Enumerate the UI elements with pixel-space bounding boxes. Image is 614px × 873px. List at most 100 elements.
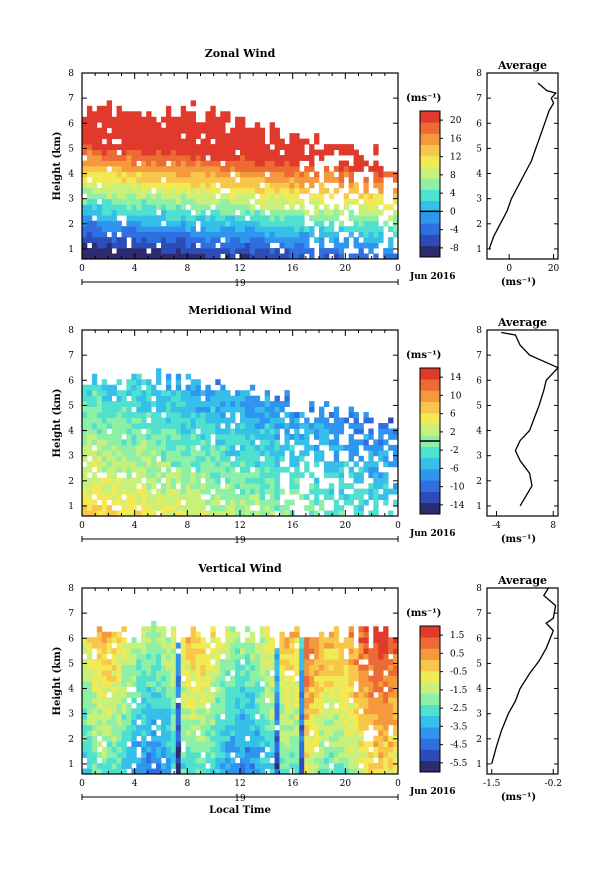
- heatmap-cell: [190, 724, 196, 731]
- heatmap-cell: [91, 155, 98, 161]
- heatmap-cell: [240, 455, 246, 462]
- heatmap-cell: [269, 401, 275, 407]
- heatmap-cell: [82, 187, 88, 194]
- heatmap-cell: [91, 719, 98, 726]
- y-axis-label: Height (km): [52, 132, 63, 201]
- heatmap-cell: [190, 401, 196, 407]
- heatmap-cell: [195, 384, 201, 391]
- heatmap-cell: [101, 642, 108, 649]
- x-tick-label: 12: [234, 779, 245, 789]
- heatmap-cell: [131, 133, 137, 140]
- heatmap-cell: [333, 248, 340, 254]
- heatmap-cell: [116, 253, 122, 260]
- heatmap-cell: [161, 681, 167, 687]
- heatmap-cell: [91, 488, 98, 495]
- heatmap-cell: [151, 423, 157, 429]
- heatmap-cell: [363, 182, 369, 189]
- heatmap-cell: [388, 691, 394, 698]
- heatmap-cell: [259, 450, 266, 457]
- heatmap-cell: [91, 122, 98, 129]
- heatmap-cell: [141, 248, 147, 254]
- heatmap-cell: [96, 395, 103, 402]
- heatmap-cell: [215, 670, 221, 676]
- heatmap-cell: [121, 428, 127, 435]
- colorbar-segment: [420, 212, 440, 224]
- heatmap-cell: [146, 483, 152, 490]
- heatmap-cell: [121, 724, 127, 731]
- heatmap-cell: [368, 681, 374, 687]
- heatmap-cell: [111, 215, 117, 222]
- heatmap-cell: [161, 395, 167, 402]
- heatmap-cell: [220, 488, 226, 495]
- heatmap-cell: [259, 735, 266, 742]
- heatmap-cell: [146, 193, 152, 200]
- heatmap-cell: [215, 763, 221, 769]
- heatmap-cell: [121, 499, 127, 506]
- heatmap-cell: [358, 752, 364, 758]
- heatmap-cell: [309, 768, 315, 775]
- heatmap-cell: [314, 499, 320, 506]
- heatmap-cell: [323, 730, 330, 737]
- heatmap-cell: [156, 439, 162, 446]
- colorbar-tick-label: -10: [450, 483, 465, 493]
- heatmap-cell: [170, 648, 177, 655]
- heatmap-cell: [136, 659, 142, 665]
- heatmap-cell: [235, 730, 241, 737]
- heatmap-cell: [96, 116, 103, 123]
- heatmap-cell: [244, 686, 251, 693]
- heatmap-cell: [235, 724, 241, 731]
- heatmap-cell: [91, 499, 98, 506]
- heatmap-cell: [91, 395, 98, 402]
- heatmap-cell: [175, 182, 182, 189]
- heatmap-cell: [185, 708, 192, 715]
- heatmap-cell: [170, 155, 177, 161]
- heatmap-cell: [136, 171, 142, 178]
- heatmap-cell: [338, 648, 345, 655]
- heatmap-cell: [235, 472, 241, 479]
- heatmap-cell: [175, 746, 182, 753]
- heatmap-cell: [86, 417, 93, 424]
- colorbar-tick-label: -1.5: [450, 686, 468, 696]
- heatmap-cell: [175, 735, 182, 742]
- heatmap-cell: [373, 648, 379, 655]
- heatmap-cell: [378, 187, 384, 194]
- heatmap-cell: [264, 433, 271, 440]
- heatmap-cell: [146, 133, 152, 140]
- heatmap-cell: [101, 193, 108, 200]
- heatmap-cell: [165, 735, 172, 742]
- heatmap-cell: [175, 444, 182, 451]
- heatmap-cell: [151, 428, 157, 435]
- heatmap-cell: [244, 253, 251, 260]
- heatmap-cell: [353, 182, 359, 189]
- heatmap-cell: [151, 390, 157, 397]
- heatmap-cell: [165, 724, 172, 731]
- heatmap-cell: [91, 477, 98, 484]
- heatmap-cell: [289, 719, 295, 726]
- heatmap-cell: [230, 160, 236, 167]
- heatmap-cell: [284, 231, 290, 238]
- heatmap-cell: [323, 642, 330, 649]
- x-tick-label: 0: [79, 264, 85, 274]
- heatmap-cell: [195, 494, 201, 500]
- heatmap-cell: [175, 253, 182, 260]
- heatmap-cell: [161, 483, 167, 490]
- heatmap-cell: [274, 204, 280, 211]
- heatmap-cell: [96, 691, 103, 698]
- heatmap-cell: [358, 735, 364, 742]
- heatmap-cell: [299, 433, 305, 440]
- heatmap-cell: [244, 675, 251, 682]
- colorbar-segment: [420, 390, 440, 402]
- heatmap-cell: [195, 472, 201, 479]
- heatmap-cell: [264, 226, 271, 233]
- profile-y-tick-label: 1: [476, 245, 482, 255]
- heatmap-cell: [230, 702, 236, 709]
- heatmap-cell: [170, 133, 177, 140]
- heatmap-cell: [230, 226, 236, 233]
- heatmap-cell: [185, 144, 192, 150]
- heatmap-cell: [244, 248, 251, 254]
- heatmap-cell: [126, 472, 132, 479]
- heatmap-cell: [249, 648, 256, 655]
- y-tick-label: 1: [68, 502, 74, 512]
- heatmap-cell: [373, 763, 379, 769]
- heatmap-cell: [175, 659, 182, 665]
